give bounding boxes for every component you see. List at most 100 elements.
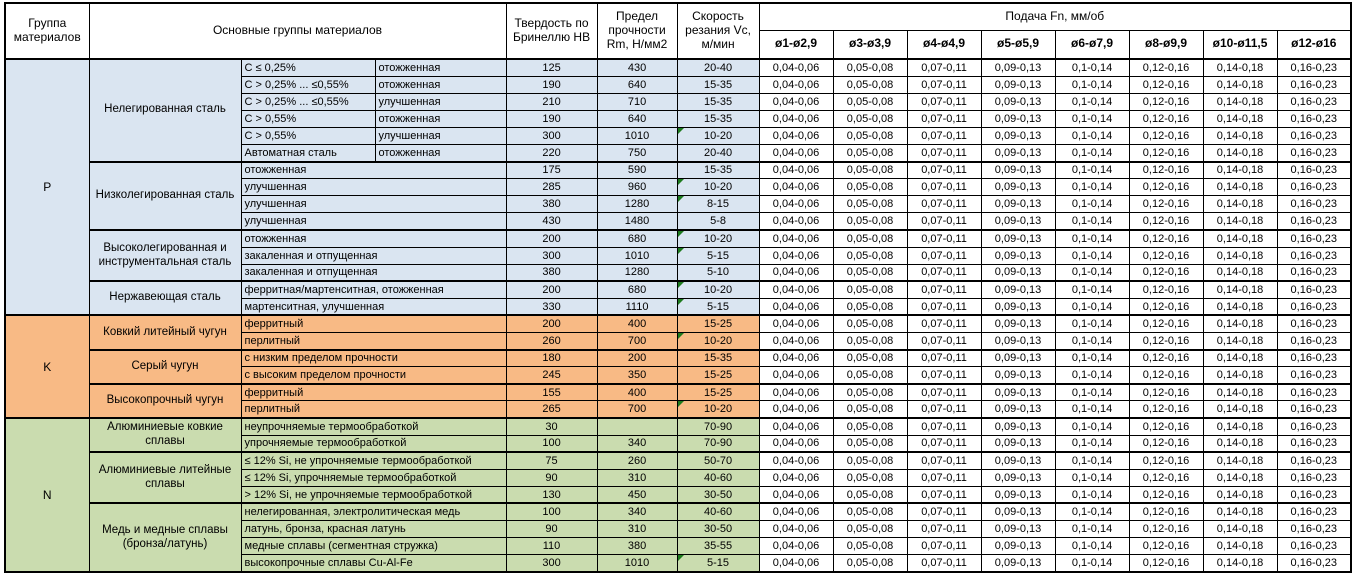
subgroup-cell: Нелегированная сталь	[88, 58, 242, 163]
strength-cell: 1280	[596, 263, 678, 283]
feed-cell-dia-6: 0,12-0,16	[1128, 400, 1204, 419]
material-state-cell: улучшенная	[374, 92, 507, 111]
feed-cell-dia-2: 0,05-0,08	[832, 502, 908, 522]
speed-cell: 15-35	[676, 349, 760, 368]
feed-cell-dia-1: 0,04-0,06	[758, 92, 834, 111]
feed-cell-dia-8: 0,16-0,23	[1276, 126, 1352, 145]
feed-cell-dia-8: 0,16-0,23	[1276, 349, 1352, 368]
hardness-cell: 300	[505, 126, 598, 145]
feed-cell-dia-1: 0,04-0,06	[758, 400, 834, 419]
strength-cell: 430	[596, 58, 678, 77]
feed-cell-dia-3: 0,07-0,11	[906, 451, 982, 470]
feed-cell-dia-5: 0,1-0,14	[1054, 314, 1130, 334]
feed-cell-dia-7: 0,14-0,18	[1202, 297, 1278, 317]
feed-cell-dia-7: 0,14-0,18	[1202, 195, 1278, 214]
hardness-cell: 380	[505, 263, 598, 283]
speed-cell: 5-8	[676, 212, 760, 231]
feed-cell-dia-6: 0,12-0,16	[1128, 195, 1204, 214]
feed-cell-dia-4: 0,09-0,13	[980, 126, 1056, 145]
hardness-cell: 245	[505, 366, 598, 385]
feed-cell-dia-1: 0,04-0,06	[758, 143, 834, 163]
feed-cell-dia-2: 0,05-0,08	[832, 75, 908, 94]
feed-cell-dia-6: 0,12-0,16	[1128, 178, 1204, 197]
header-feed-dia-5: ø6-ø7,9	[1054, 29, 1130, 60]
feed-cell-dia-7: 0,14-0,18	[1202, 280, 1278, 299]
table-row: N Алюминиевые ковкие сплавы неупрочняемые …	[4, 417, 1352, 573]
subgroup-cell: Высоколегированная и инструментальная ст…	[88, 229, 242, 283]
feed-cell-dia-8: 0,16-0,23	[1276, 434, 1352, 454]
table-row: улучшенная 430 1480 5-8 0,04-0,06 0,05-0,08 0,…	[5, 212, 1352, 231]
feed-cell-dia-1: 0,04-0,06	[758, 468, 834, 487]
feed-cell-dia-1: 0,04-0,06	[758, 229, 834, 248]
feed-cell-dia-4: 0,09-0,13	[980, 383, 1056, 402]
feed-cell-dia-1: 0,04-0,06	[758, 263, 834, 283]
feed-cell-dia-6: 0,12-0,16	[1128, 417, 1204, 436]
feed-cell-dia-7: 0,14-0,18	[1202, 400, 1278, 419]
feed-cell-dia-2: 0,05-0,08	[832, 451, 908, 470]
feed-cell-dia-7: 0,14-0,18	[1202, 468, 1278, 487]
strength-cell: 640	[596, 75, 678, 94]
hardness-cell: 100	[505, 502, 598, 522]
strength-cell: 450	[596, 485, 678, 505]
feed-cell-dia-1: 0,04-0,06	[758, 126, 834, 145]
table-row: с высоким пределом прочности 245 350 15-25 0…	[5, 366, 1352, 385]
feed-cell-dia-5: 0,1-0,14	[1054, 417, 1130, 436]
feed-cell-dia-4: 0,09-0,13	[980, 400, 1056, 419]
speed-cell: 15-25	[676, 314, 760, 334]
material-descriptor-cell: мартенситная, улучшенная	[240, 297, 507, 317]
feed-cell-dia-2: 0,05-0,08	[832, 246, 908, 265]
strength-cell: 750	[596, 143, 678, 163]
feed-cell-dia-6: 0,12-0,16	[1128, 229, 1204, 248]
feed-cell-dia-5: 0,1-0,14	[1054, 366, 1130, 385]
feed-cell-dia-3: 0,07-0,11	[906, 143, 982, 163]
speed-cell: 10-20	[676, 229, 760, 248]
feed-cell-dia-1: 0,04-0,06	[758, 161, 834, 180]
feed-cell-dia-6: 0,12-0,16	[1128, 331, 1204, 351]
feed-cell-dia-4: 0,09-0,13	[980, 178, 1056, 197]
feed-cell-dia-8: 0,16-0,23	[1276, 520, 1352, 539]
table-row: перлитный 265 700 10-20 0,04-0,06 0,05-0,08 0,…	[5, 400, 1352, 419]
feed-cell-dia-5: 0,1-0,14	[1054, 246, 1130, 265]
feed-cell-dia-4: 0,09-0,13	[980, 212, 1056, 231]
strength-cell: 1280	[596, 195, 678, 214]
feed-cell-dia-8: 0,16-0,23	[1276, 366, 1352, 385]
hardness-cell: 125	[505, 58, 598, 77]
feed-cell-dia-3: 0,07-0,11	[906, 349, 982, 368]
table-row: высокопрочные сплавы Cu-Al-Fe 300 1010 5-15…	[5, 554, 1352, 573]
feed-cell-dia-6: 0,12-0,16	[1128, 451, 1204, 470]
feed-cell-dia-4: 0,09-0,13	[980, 314, 1056, 334]
material-descriptor-cell: закаленная и отпущенная	[240, 263, 507, 283]
material-descriptor-cell: латунь, бронза, красная латунь	[240, 520, 507, 539]
feed-cell-dia-1: 0,04-0,06	[758, 537, 834, 556]
strength-cell: 680	[596, 280, 678, 299]
table-row: K Ковкий литейный чугун ферритный 200 400 15-…	[4, 314, 1352, 419]
feed-cell-dia-1: 0,04-0,06	[758, 554, 834, 573]
table-row: C > 0,25% ... ≤0,55% отожженная 190 640 15-3…	[5, 75, 1352, 94]
hardness-cell: 330	[505, 297, 598, 317]
feed-cell-dia-5: 0,1-0,14	[1054, 468, 1130, 487]
feed-cell-dia-4: 0,09-0,13	[980, 366, 1056, 385]
feed-cell-dia-7: 0,14-0,18	[1202, 161, 1278, 180]
feed-cell-dia-5: 0,1-0,14	[1054, 212, 1130, 231]
hardness-cell: 175	[505, 161, 598, 180]
feed-cell-dia-8: 0,16-0,23	[1276, 451, 1352, 470]
material-descriptor-cell: закаленная и отпущенная	[240, 246, 507, 265]
table-row: Серый чугун с низким пределом прочности 18…	[5, 349, 1352, 385]
hardness-cell: 30	[505, 417, 598, 436]
feed-cell-dia-8: 0,16-0,23	[1276, 263, 1352, 283]
feed-cell-dia-3: 0,07-0,11	[906, 485, 982, 505]
material-descriptor-cell: улучшенная	[240, 178, 507, 197]
feed-cell-dia-2: 0,05-0,08	[832, 297, 908, 317]
feed-cell-dia-2: 0,05-0,08	[832, 537, 908, 556]
feed-cell-dia-7: 0,14-0,18	[1202, 349, 1278, 368]
strength-cell: 960	[596, 178, 678, 197]
table-row: закаленная и отпущенная 380 1280 5-10 0,04-0…	[5, 263, 1352, 283]
material-descriptor-cell: с низким пределом прочности	[240, 349, 507, 368]
feed-cell-dia-4: 0,09-0,13	[980, 520, 1056, 539]
feed-cell-dia-8: 0,16-0,23	[1276, 468, 1352, 487]
feed-cell-dia-7: 0,14-0,18	[1202, 178, 1278, 197]
header-speed: Скорость резания Vc, м/мин	[676, 2, 760, 60]
table-row: C > 0,55% улучшенная 300 1010 10-20 0,04-0,06…	[5, 126, 1352, 145]
material-descriptor-cell: улучшенная	[240, 195, 507, 214]
group-cell: K	[4, 314, 90, 419]
